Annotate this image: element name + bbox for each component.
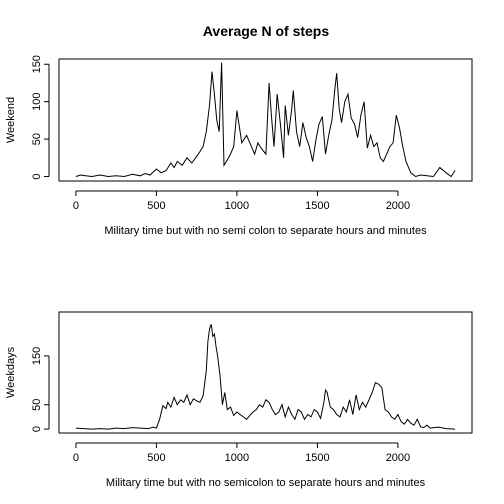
y-tick-label: 150 <box>31 347 43 365</box>
x-tick-label: 0 <box>73 452 79 464</box>
plot-frame <box>58 311 473 434</box>
chart-title: Average N of steps <box>203 23 330 39</box>
x-axis-label: Military time but with no semi colon to … <box>104 225 427 237</box>
x-tick-label: 1500 <box>305 452 329 464</box>
series-line <box>75 324 456 430</box>
series-line <box>75 62 456 178</box>
x-tick-label: 1500 <box>305 200 329 212</box>
y-tick-label: 50 <box>31 399 43 411</box>
panel-weekend: 0 500 1000 1500 2000 0 50 100 150 Military time b… <box>5 55 473 237</box>
x-tick-label: 1000 <box>225 452 249 464</box>
x-tick-label: 0 <box>73 200 79 212</box>
x-tick-label: 500 <box>147 452 165 464</box>
panel-weekdays: 0 500 1000 1500 2000 0 50 150 Military time but … <box>5 311 473 489</box>
x-tick-label: 500 <box>147 200 165 212</box>
y-tick-label: 100 <box>31 92 43 110</box>
y-axis-label: Weekend <box>5 97 17 143</box>
x-tick-label: 2000 <box>386 200 410 212</box>
plot-frame <box>58 58 473 182</box>
y-tick-label: 50 <box>31 133 43 145</box>
x-tick-label: 1000 <box>225 200 249 212</box>
y-axis-label: Weekdays <box>5 346 17 398</box>
y-tick-label: 150 <box>31 55 43 73</box>
y-tick-label: 0 <box>31 426 43 432</box>
y-tick-label: 0 <box>31 173 43 179</box>
x-axis-label: Military time but with no semicolon to s… <box>106 477 426 489</box>
x-tick-label: 2000 <box>386 452 410 464</box>
